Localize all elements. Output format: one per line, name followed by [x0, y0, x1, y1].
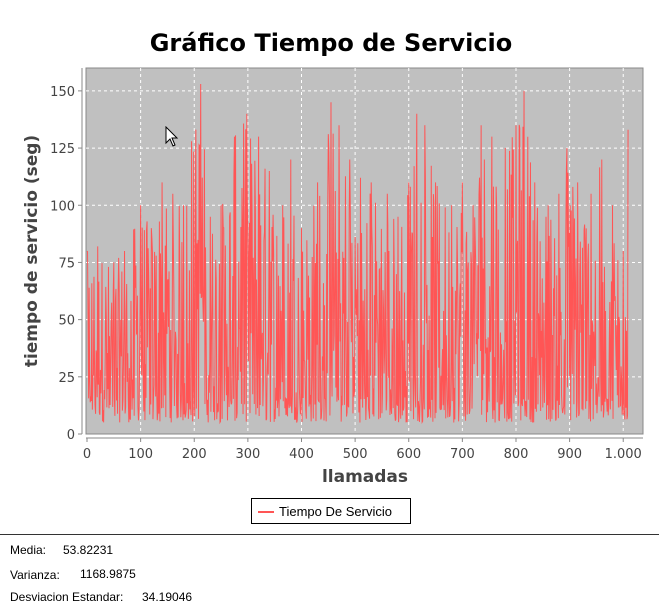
varianza-label: Varianza:	[10, 568, 60, 582]
x-tick-label: 400	[289, 447, 314, 462]
x-tick-label: 300	[235, 447, 260, 462]
x-tick-label: 700	[450, 447, 475, 462]
legend-swatch	[258, 511, 274, 513]
y-tick-label: 125	[50, 142, 75, 157]
legend-label: Tiempo De Servicio	[279, 504, 392, 519]
stat-desviacion: Desviacion Estandar: 34.19046	[10, 590, 192, 604]
series-group	[86, 84, 629, 425]
x-tick-label: 0	[83, 447, 91, 462]
y-ticks: 0 25 50 75 100 125 150	[50, 85, 82, 443]
legend: Tiempo De Servicio	[251, 498, 411, 524]
axes	[81, 68, 643, 439]
chart: Gráfico Tiempo de Servicio 0 100 200 300 400…	[22, 29, 644, 487]
y-tick-label: 75	[58, 256, 75, 271]
x-ticks: 0 100 200 300 400 500 600 700 800 900 1.000	[83, 438, 642, 462]
stat-media: Media: 53.82231	[10, 543, 113, 557]
media-value: 53.82231	[63, 543, 114, 557]
stat-varianza: Varianza: 1168.9875	[10, 567, 136, 582]
mouse-cursor-icon	[165, 126, 179, 147]
y-tick-label: 0	[67, 428, 75, 443]
y-tick-label: 150	[50, 85, 75, 100]
chart-title: Gráfico Tiempo de Servicio	[150, 29, 513, 57]
series-line	[86, 84, 629, 425]
desviacion-label: Desviacion Estandar:	[10, 590, 124, 604]
y-tick-label: 100	[50, 199, 75, 214]
y-tick-label: 50	[58, 314, 75, 329]
media-label: Media:	[10, 543, 47, 557]
desviacion-value: 34.19046	[142, 590, 193, 604]
x-tick-label: 200	[182, 447, 207, 462]
x-tick-label: 1.000	[605, 447, 642, 462]
x-tick-label: 600	[396, 447, 421, 462]
x-tick-label: 900	[557, 447, 582, 462]
divider	[0, 534, 659, 535]
x-tick-label: 500	[343, 447, 368, 462]
y-tick-label: 25	[58, 371, 75, 386]
x-axis-label: llamadas	[322, 467, 408, 487]
y-axis-label: tiempo de servicio (seg)	[22, 135, 42, 367]
x-tick-label: 100	[128, 447, 153, 462]
varianza-value: 1168.9875	[80, 567, 136, 581]
x-tick-label: 800	[504, 447, 529, 462]
